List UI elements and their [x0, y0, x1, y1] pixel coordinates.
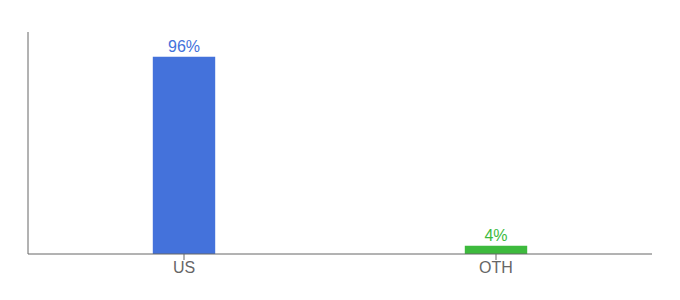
- svg-text:US: US: [173, 259, 195, 276]
- svg-text:96%: 96%: [168, 38, 200, 55]
- svg-text:OTH: OTH: [479, 259, 513, 276]
- svg-text:4%: 4%: [484, 227, 507, 244]
